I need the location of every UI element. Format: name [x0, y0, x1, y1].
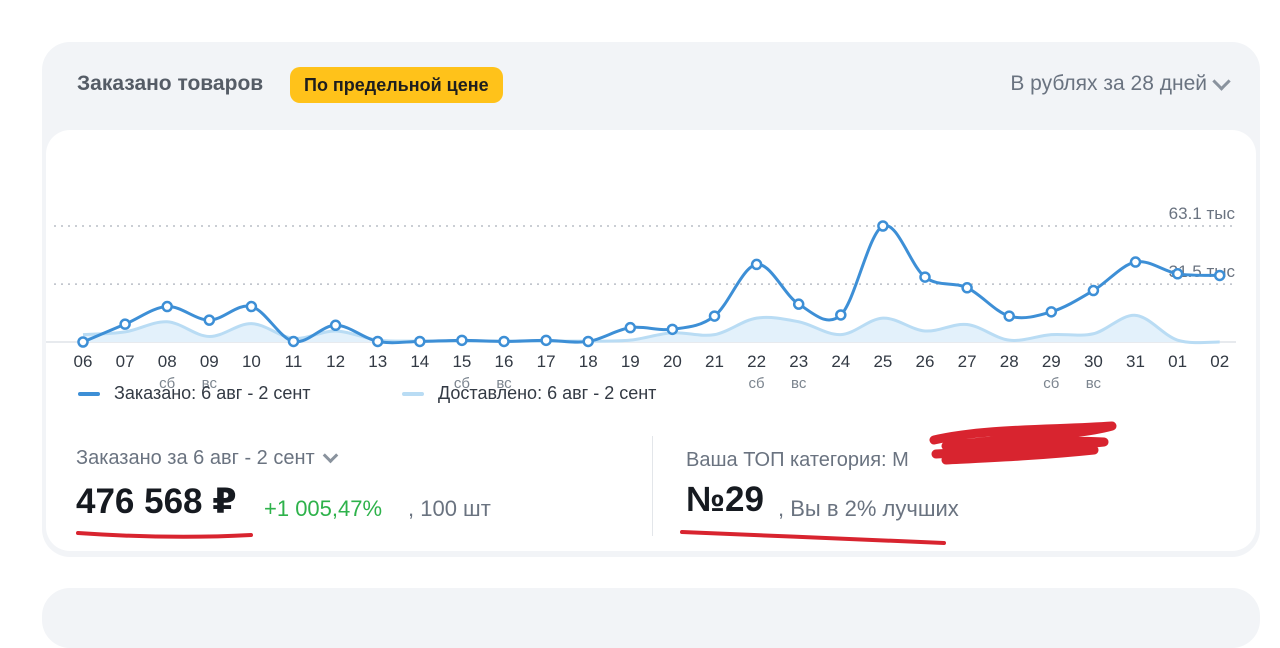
x-tick-label: 09: [200, 352, 219, 371]
period-select-label: В рублях за 28 дней: [1010, 72, 1207, 95]
ordered-point: [161, 300, 173, 313]
ordered-point: [666, 323, 679, 336]
y-tick-label: 63.1 тыс: [1169, 204, 1236, 223]
delivered-series-line: [82, 313, 1220, 345]
ordered-point: [792, 298, 805, 310]
legend-delivered-label: Доставлено: 6 авг - 2 сент: [438, 383, 657, 403]
legend-ordered[interactable]: Заказано: 6 авг - 2 сент: [78, 383, 311, 404]
chart-panel: 63.1 тыс 31.5 тыс 06 07 08 сб 09 вс 10 11 12 13 14 15…: [46, 130, 1256, 551]
ordered-point: [1045, 306, 1058, 318]
ordered-period-label: Заказано за 6 авг - 2 сент: [76, 447, 315, 469]
x-tick-label: 21: [705, 352, 724, 371]
ordered-quantity: , 100 шт: [408, 496, 491, 521]
weekday-label: вс: [791, 375, 807, 392]
ordered-growth-percent: +1 005,47%: [264, 496, 383, 521]
delivered-area: [83, 315, 1220, 343]
top-category-label: Ваша ТОП категория: М: [686, 449, 909, 471]
price-mode-badge[interactable]: По предельной цене: [290, 67, 503, 103]
x-tick-label: 12: [326, 352, 345, 371]
ordered-point: [119, 318, 131, 330]
ordered-point: [1003, 310, 1015, 322]
x-tick-label: 13: [368, 352, 387, 371]
x-tick-label: 19: [621, 352, 640, 371]
weekday-label: сб: [159, 375, 175, 392]
ordered-point: [287, 335, 300, 348]
legend-ordered-swatch: [78, 391, 100, 396]
ordered-point: [1087, 284, 1100, 297]
x-tick-label: 28: [1000, 352, 1019, 371]
card-title: Заказано товаров: [77, 72, 264, 95]
x-tick-label: 23: [789, 352, 808, 371]
ordered-point: [961, 282, 973, 294]
ordered-point: [1171, 268, 1184, 280]
x-tick-label: 17: [537, 352, 556, 371]
top-category-rank: №29: [686, 480, 764, 519]
weekday-label: сб: [749, 375, 765, 392]
ordered-point: [919, 271, 931, 283]
ordered-point: [498, 335, 510, 348]
x-tick-label: 01: [1168, 352, 1187, 371]
x-tick-label: 10: [242, 352, 261, 371]
ordered-total-value: 476 568 ₽: [76, 482, 237, 521]
legend-delivered-swatch: [402, 391, 424, 396]
x-tick-label: 22: [747, 352, 766, 371]
x-tick-label: 31: [1126, 352, 1145, 371]
ordered-point: [1129, 256, 1142, 268]
ordered-goods-card: Заказано товаров По предельной цене В ру…: [42, 42, 1260, 557]
x-tick-label: 18: [579, 352, 598, 371]
ordered-point: [414, 335, 426, 348]
ordered-point: [582, 335, 594, 348]
ordered-point: [1213, 269, 1226, 282]
next-card: [42, 588, 1260, 648]
weekday-label: вс: [1086, 375, 1102, 392]
divider: [652, 436, 653, 536]
x-tick-label: 16: [495, 352, 514, 371]
weekday-label: сб: [1043, 375, 1059, 392]
ordered-point: [371, 335, 384, 348]
legend-delivered[interactable]: Доставлено: 6 авг - 2 сент: [402, 383, 656, 404]
ordered-point: [624, 321, 637, 334]
ordered-point: [708, 310, 721, 322]
period-select[interactable]: В рублях за 28 дней: [1010, 71, 1231, 96]
underline-rank: [680, 530, 946, 545]
underline-total: [76, 531, 253, 539]
ordered-point: [77, 336, 89, 348]
redaction-scribble: [929, 421, 1117, 465]
weekday-label: вс: [202, 375, 218, 392]
ordered-point: [245, 300, 258, 313]
x-tick-label: 08: [158, 352, 177, 371]
ordered-point: [835, 309, 847, 321]
legend-ordered-label: Заказано: 6 авг - 2 сент: [114, 383, 311, 403]
x-tick-label: 26: [916, 352, 935, 371]
ordered-point: [329, 319, 342, 332]
x-tick-label: 25: [873, 352, 892, 371]
x-tick-label: 07: [116, 352, 135, 371]
x-tick-label: 15: [452, 352, 471, 371]
x-tick-label: 24: [831, 352, 850, 371]
x-tick-label: 29: [1042, 352, 1061, 371]
ordered-point: [456, 334, 468, 347]
weekday-label: сб: [454, 375, 470, 392]
top-category-note: , Вы в 2% лучших: [778, 496, 959, 521]
x-tick-label: 02: [1210, 352, 1229, 371]
x-tick-label: 11: [285, 352, 303, 371]
x-tick-label: 14: [410, 352, 429, 371]
x-tick-label: 20: [663, 352, 682, 371]
chevron-down-icon: [1212, 71, 1231, 91]
x-tick-label: 30: [1084, 352, 1103, 371]
ordered-point: [750, 258, 763, 271]
ordered-point: [203, 314, 216, 326]
x-tick-label: 06: [74, 352, 93, 371]
ordered-point: [540, 334, 552, 347]
x-tick-label: 27: [958, 352, 977, 371]
ordered-point: [877, 220, 889, 232]
weekday-label: вс: [496, 375, 512, 392]
chevron-down-icon: [322, 447, 338, 464]
ordered-period-select[interactable]: Заказано за 6 авг - 2 сент: [76, 447, 338, 470]
